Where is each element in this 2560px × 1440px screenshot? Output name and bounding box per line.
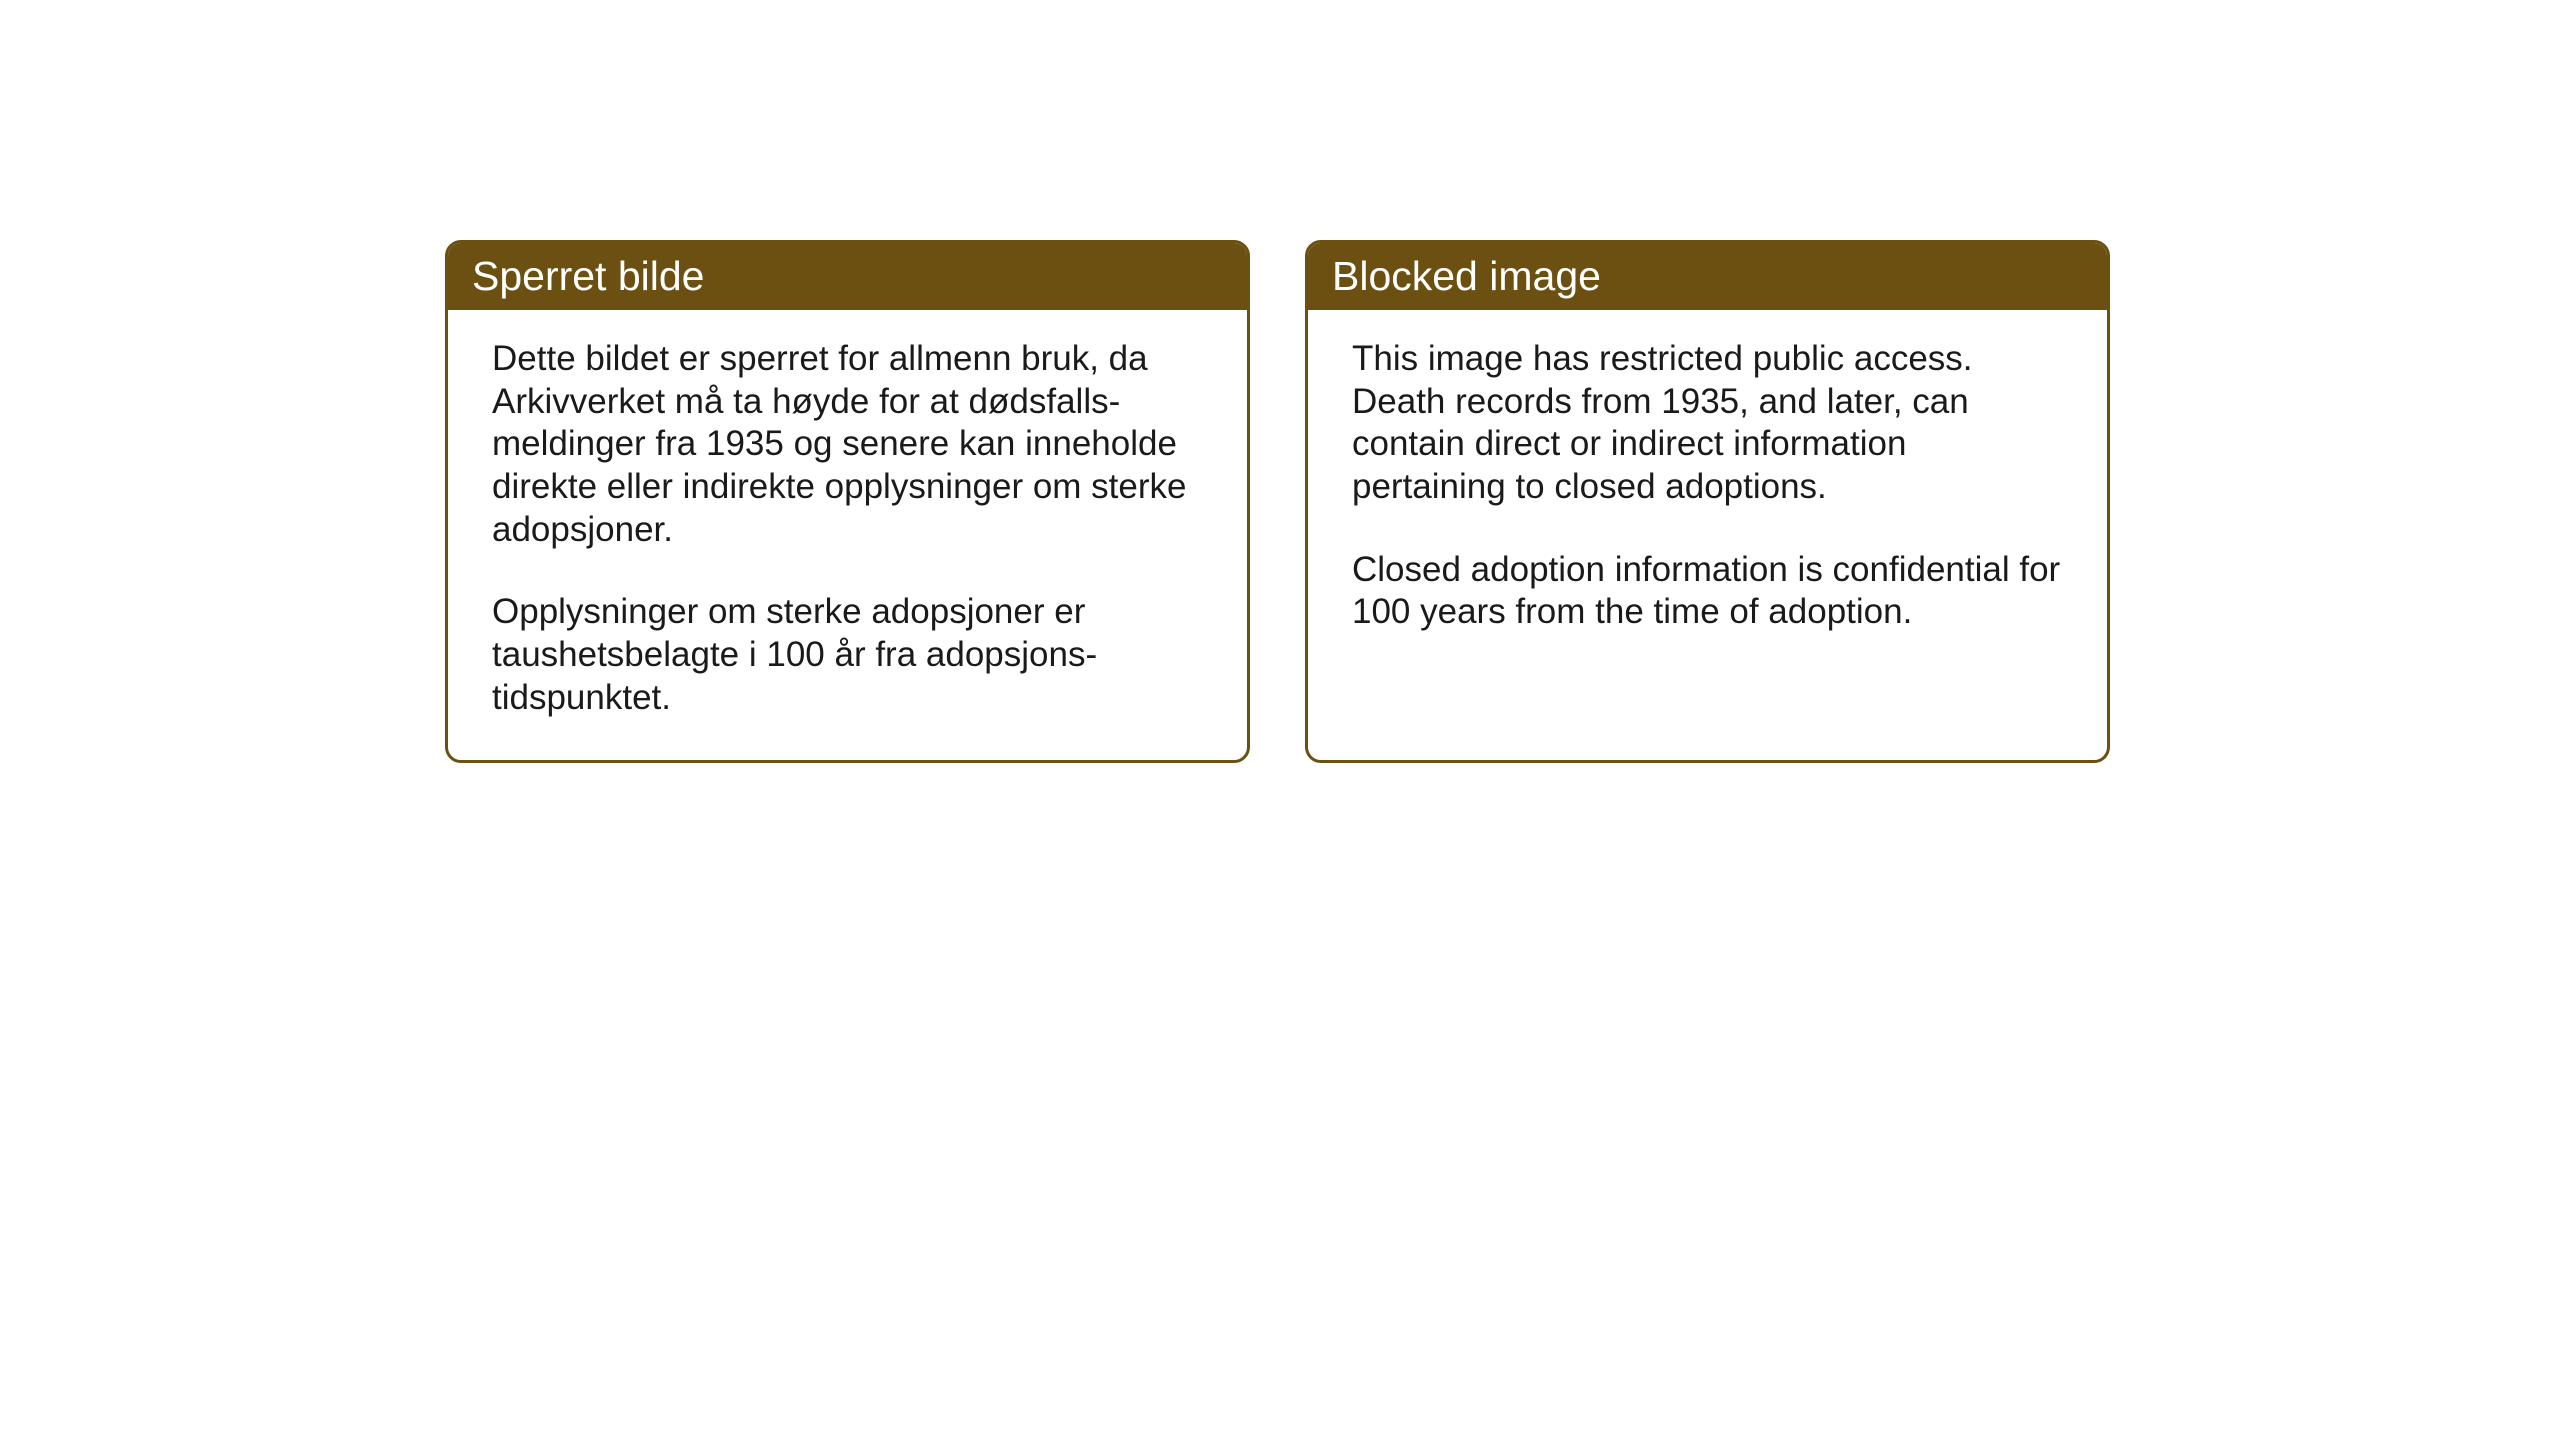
notice-title-norwegian: Sperret bilde: [472, 253, 704, 299]
notice-header-norwegian: Sperret bilde: [448, 243, 1247, 310]
notice-paragraph-2-english: Closed adoption information is confident…: [1352, 549, 2063, 634]
notice-box-english: Blocked image This image has restricted …: [1305, 240, 2110, 763]
notice-paragraph-2-norwegian: Opplysninger om sterke adopsjoner er tau…: [492, 591, 1203, 719]
notice-body-english: This image has restricted public access.…: [1308, 310, 2107, 750]
notice-paragraph-1-english: This image has restricted public access.…: [1352, 338, 2063, 509]
notices-container: Sperret bilde Dette bildet er sperret fo…: [445, 240, 2110, 763]
notice-title-english: Blocked image: [1332, 253, 1601, 299]
notice-body-norwegian: Dette bildet er sperret for allmenn bruk…: [448, 310, 1247, 760]
notice-paragraph-1-norwegian: Dette bildet er sperret for allmenn bruk…: [492, 338, 1203, 551]
notice-box-norwegian: Sperret bilde Dette bildet er sperret fo…: [445, 240, 1250, 763]
notice-header-english: Blocked image: [1308, 243, 2107, 310]
